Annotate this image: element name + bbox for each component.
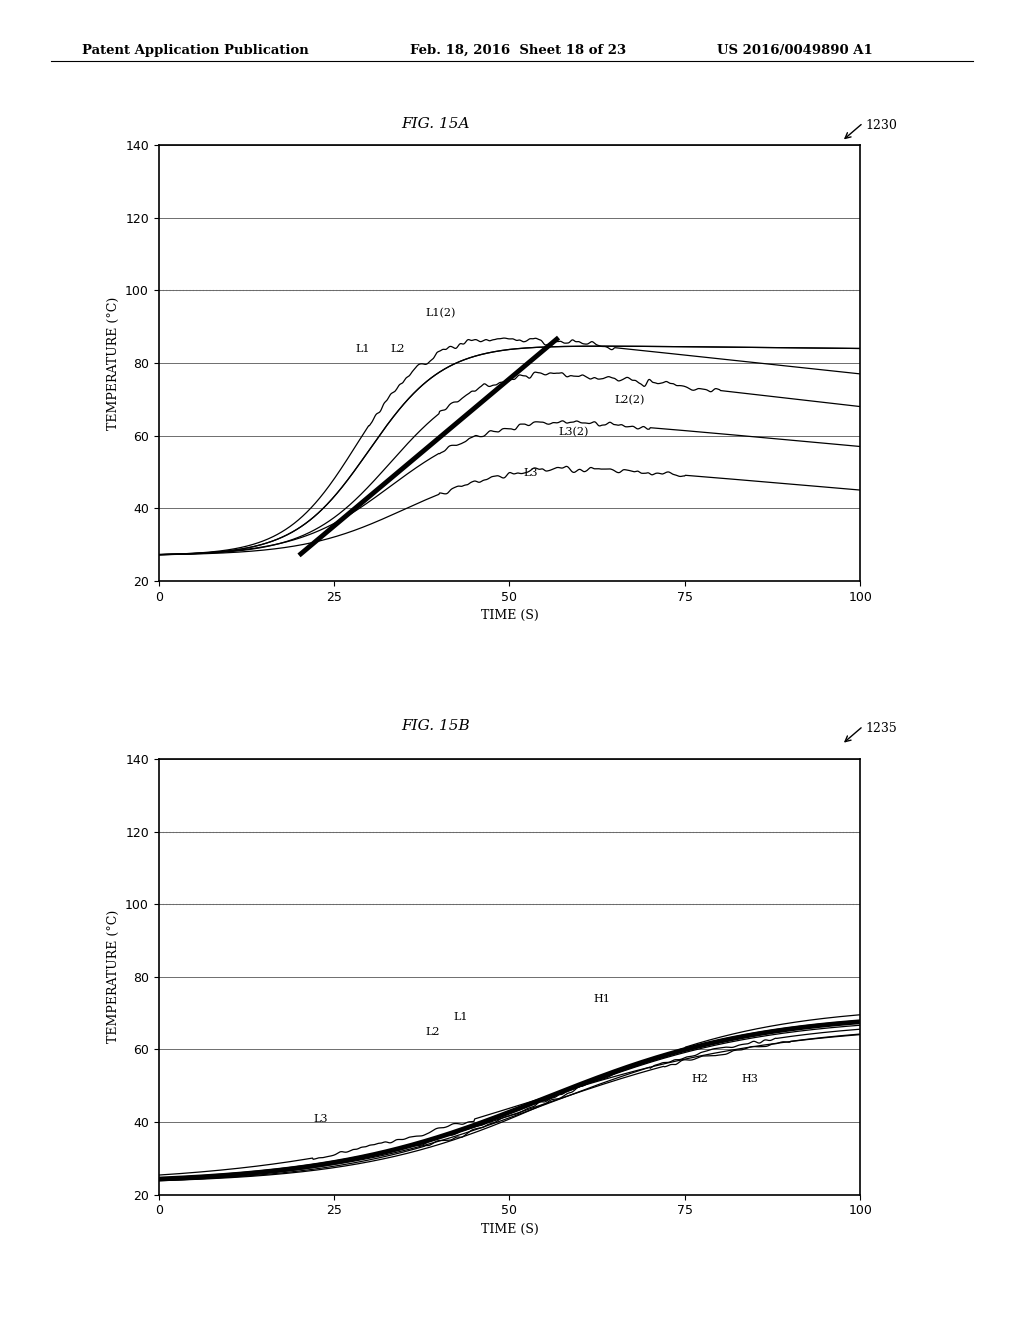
- X-axis label: TIME (S): TIME (S): [480, 1222, 539, 1236]
- Text: L1(2): L1(2): [425, 308, 456, 318]
- Text: 1235: 1235: [865, 722, 897, 735]
- X-axis label: TIME (S): TIME (S): [480, 609, 539, 622]
- Text: H3: H3: [741, 1074, 758, 1084]
- Text: H2: H2: [692, 1074, 709, 1084]
- Text: FIG. 15A: FIG. 15A: [401, 117, 469, 131]
- Text: Patent Application Publication: Patent Application Publication: [82, 44, 308, 57]
- Text: US 2016/0049890 A1: US 2016/0049890 A1: [717, 44, 872, 57]
- Text: L3: L3: [313, 1114, 328, 1125]
- Y-axis label: TEMPERATURE (°C): TEMPERATURE (°C): [106, 297, 120, 429]
- Text: FIG. 15B: FIG. 15B: [400, 719, 470, 733]
- Text: 1230: 1230: [865, 119, 897, 132]
- Text: L2(2): L2(2): [614, 395, 645, 405]
- Text: L2: L2: [390, 345, 404, 354]
- Text: L3(2): L3(2): [558, 428, 589, 438]
- Text: L2: L2: [425, 1027, 439, 1038]
- Text: L1: L1: [355, 345, 370, 354]
- Y-axis label: TEMPERATURE (°C): TEMPERATURE (°C): [106, 911, 120, 1043]
- Text: Feb. 18, 2016  Sheet 18 of 23: Feb. 18, 2016 Sheet 18 of 23: [410, 44, 626, 57]
- Text: L3: L3: [523, 467, 538, 478]
- Text: L1: L1: [454, 1012, 468, 1023]
- Text: H1: H1: [594, 994, 610, 1005]
